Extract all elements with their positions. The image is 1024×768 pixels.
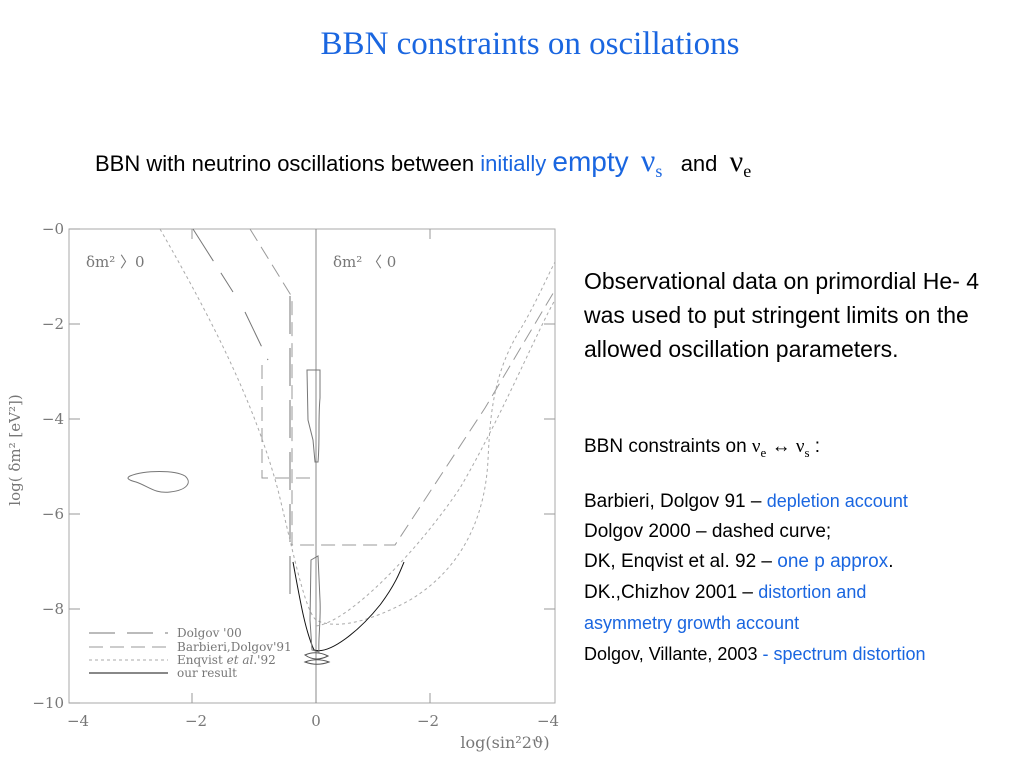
ref-dk-chizhov: DK.,Chizhov 2001 – distortion and [584,581,867,603]
ref-dolgov-2000: Dolgov 2000 – dashed curve; [584,520,832,542]
contour-center-lower [309,555,321,653]
y-tick-8: −8 [42,600,64,618]
ref-dk-enqvist: DK, Enqvist et al. 92 – one p approx. [584,550,894,572]
x-tick-left-2: −2 [185,712,207,730]
curve-dolgov-00 [192,228,291,600]
y-tick-2: −2 [42,315,64,333]
legend-label-dolgov: Dolgov '00 [177,626,242,640]
region-label-negative: δm² 〈 0 [333,253,396,271]
slide-subtitle: BBN with neutrino oscillations between i… [95,142,751,182]
x-axis-label: log(sin²2ϑ) [460,733,549,752]
curve-enqvist-92 [159,228,556,627]
y-tick-4: −4 [42,410,64,428]
y-axis-label: log( δm² [eV²]) [6,394,24,505]
contour-left-island [127,471,189,493]
subtitle-nu-s: νs [640,142,663,181]
exclusion-plot: −0 −2 −4 −6 −8 −10 −4 −2 0 −2 −4 log( δm… [6,220,559,752]
subtitle-nu-e: νe [729,145,752,181]
nu-e-symbol: νe [751,436,767,460]
subtitle-text: BBN with neutrino oscillations between [95,151,481,176]
oscillation-arrow: ↔ [771,436,791,457]
notes-paragraph: Observational data on primordial He- 4 w… [584,268,980,362]
region-label-positive: δm² 〉0 [86,253,145,271]
legend-label-barbieri: Barbieri,Dolgov'91 [177,640,292,654]
x-tick-left-4: −4 [67,712,89,730]
nu-s-symbol: νs [795,436,810,460]
y-tick-0: −0 [42,220,64,238]
plot-frame [68,228,556,704]
legend-label-our-result: our result [177,666,237,680]
plot-legend: Dolgov '00 Barbieri,Dolgov'91 Enqvist et… [89,626,292,680]
slide-title: BBN constraints on oscillations [320,26,740,62]
x-tick-0: 0 [311,712,321,730]
y-tick-6: −6 [42,505,64,523]
contour-center-bottom [303,652,331,665]
contour-center-upper [306,369,321,463]
subtitle-empty: empty [552,146,629,177]
references-block: BBN constraints on νe ↔ νs : Barbieri, D… [584,432,1020,669]
x-tick-right-4: −4 [537,712,559,730]
subtitle-initially: initially [480,151,547,176]
x-tick-right-2: −2 [417,712,439,730]
y-tick-10: −10 [32,694,64,712]
constraints-heading: BBN constraints on νe ↔ νs : [584,436,821,460]
curve-barbieri-dolgov-91 [249,228,556,546]
curve-our-result [292,561,405,652]
legend-label-enqvist: Enqvist et al.'92 [177,653,276,667]
ref-dolgov-villante: Dolgov, Villante, 2003 - spectrum distor… [584,643,926,664]
subtitle-and: and [680,151,718,176]
ref-barbieri-dolgov: Barbieri, Dolgov 91 – depletion account [584,490,908,512]
ref-dk-chizhov-cont: asymmetry growth account [584,612,800,633]
